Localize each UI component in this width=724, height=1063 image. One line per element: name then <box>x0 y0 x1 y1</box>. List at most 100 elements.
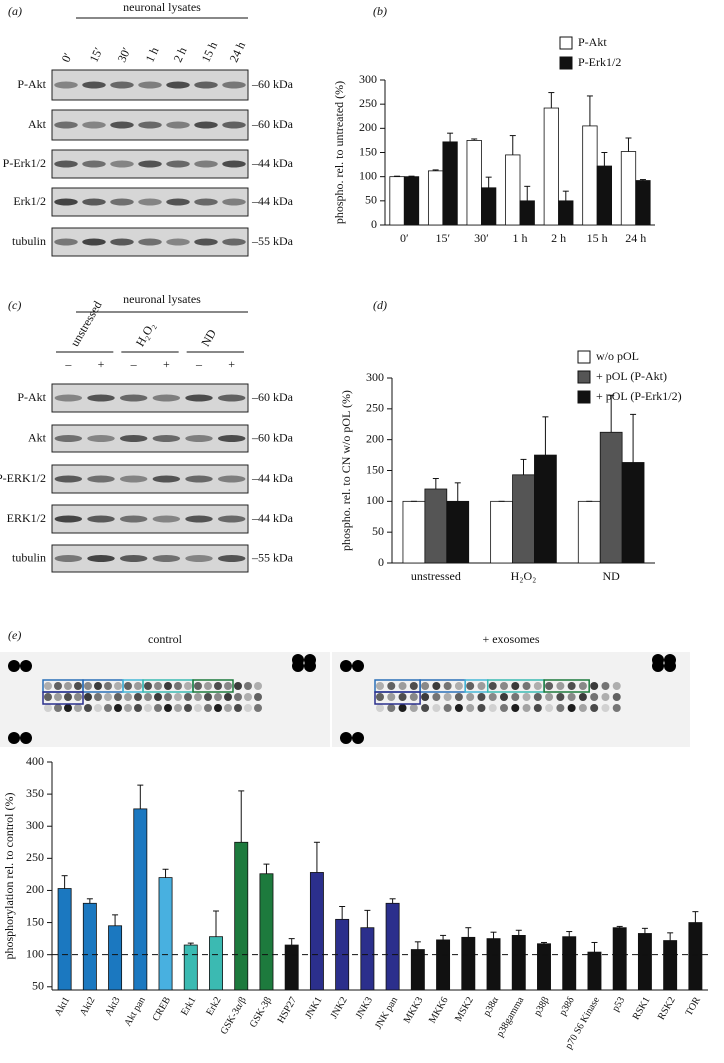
dot <box>534 682 542 690</box>
x-tick-label: 15 h <box>587 231 608 245</box>
x-tick-label: ND <box>602 569 620 583</box>
dot <box>84 704 92 712</box>
blot-band <box>166 199 190 206</box>
bar <box>260 874 273 990</box>
y-tick-label: 350 <box>26 786 44 800</box>
legend-label: + pOL (P-Akt) <box>596 369 667 383</box>
y-tick-label: 250 <box>359 96 377 110</box>
dot <box>144 704 152 712</box>
x-tick-label: p38α <box>481 994 501 1018</box>
blot-label: + exosomes <box>482 632 539 646</box>
bar <box>184 945 197 990</box>
lane-sign: + <box>228 357 235 371</box>
panel-label: (a) <box>8 4 22 18</box>
dot <box>224 693 232 701</box>
group-label: ND <box>198 327 219 349</box>
group-label: H₂O₂ <box>133 320 158 349</box>
blot-band <box>54 82 78 89</box>
bar <box>622 462 644 563</box>
blot-band <box>110 239 134 246</box>
ref-dot <box>352 660 364 672</box>
blot-band <box>138 199 162 206</box>
dot <box>534 693 542 701</box>
dot <box>94 704 102 712</box>
lane-label: 15′ <box>87 45 106 65</box>
dot <box>387 682 395 690</box>
group-label: unstressed <box>68 299 105 349</box>
dot <box>204 704 212 712</box>
dot <box>64 682 72 690</box>
dot <box>184 693 192 701</box>
lane-sign: + <box>163 357 170 371</box>
ref-dot <box>304 654 316 666</box>
blot-band <box>153 476 180 483</box>
bar <box>481 188 495 225</box>
dot <box>455 693 463 701</box>
dot <box>534 704 542 712</box>
dot <box>54 682 62 690</box>
dot <box>466 693 474 701</box>
bar <box>621 152 635 225</box>
bar <box>638 933 651 990</box>
lane-label: 15 h <box>199 39 221 64</box>
dot <box>568 682 576 690</box>
dot <box>104 682 112 690</box>
bar <box>563 937 576 990</box>
size-label: –44 kDa <box>251 511 294 525</box>
blot-band <box>82 122 106 129</box>
bar <box>411 950 424 990</box>
x-tick-label: HSP27 <box>276 995 300 1025</box>
dot <box>613 693 621 701</box>
x-tick-label: H₂O₂ <box>511 569 537 583</box>
ref-dot <box>20 732 32 744</box>
row-label: P-Akt <box>17 77 46 91</box>
x-tick-label: MSK2 <box>453 995 476 1024</box>
dot <box>214 693 222 701</box>
blot-band <box>218 435 245 442</box>
ref-dot <box>652 654 664 666</box>
dot <box>568 693 576 701</box>
dot <box>74 682 82 690</box>
bar <box>664 941 677 990</box>
x-tick-label: p53 <box>610 995 627 1013</box>
error-bar <box>455 483 461 502</box>
dot <box>455 704 463 712</box>
error-bar <box>339 907 345 920</box>
lane-label: 30′ <box>115 45 134 65</box>
dot <box>114 682 122 690</box>
blot-band <box>87 435 114 442</box>
dot <box>399 704 407 712</box>
dot <box>234 682 242 690</box>
blot-band <box>82 239 106 246</box>
ref-dot <box>664 654 676 666</box>
error-bar <box>62 876 68 889</box>
dot <box>590 682 598 690</box>
blot-band <box>82 161 106 168</box>
bar <box>425 489 447 563</box>
blot-band <box>87 476 114 483</box>
dot <box>194 682 202 690</box>
dot <box>489 693 497 701</box>
dot <box>523 704 531 712</box>
blot-band <box>110 122 134 129</box>
dot <box>214 682 222 690</box>
bar <box>404 177 418 225</box>
dot <box>511 693 519 701</box>
error-bar <box>433 479 439 489</box>
x-tick-label: TOR <box>684 995 704 1018</box>
error-bar <box>491 932 497 938</box>
bar <box>491 501 513 563</box>
bar <box>597 166 611 225</box>
bar <box>487 939 500 990</box>
blot-band <box>222 161 246 168</box>
y-tick-label: 200 <box>366 431 384 445</box>
x-tick-label: JNK1 <box>303 995 324 1021</box>
row-label: P-ERK1/2 <box>0 471 46 485</box>
blot-band <box>55 516 82 523</box>
size-label: –55 kDa <box>251 550 294 564</box>
x-tick-label: 2 h <box>551 231 566 245</box>
y-tick-label: 150 <box>366 462 384 476</box>
dot <box>44 682 52 690</box>
dot <box>214 704 222 712</box>
bar <box>58 889 71 990</box>
